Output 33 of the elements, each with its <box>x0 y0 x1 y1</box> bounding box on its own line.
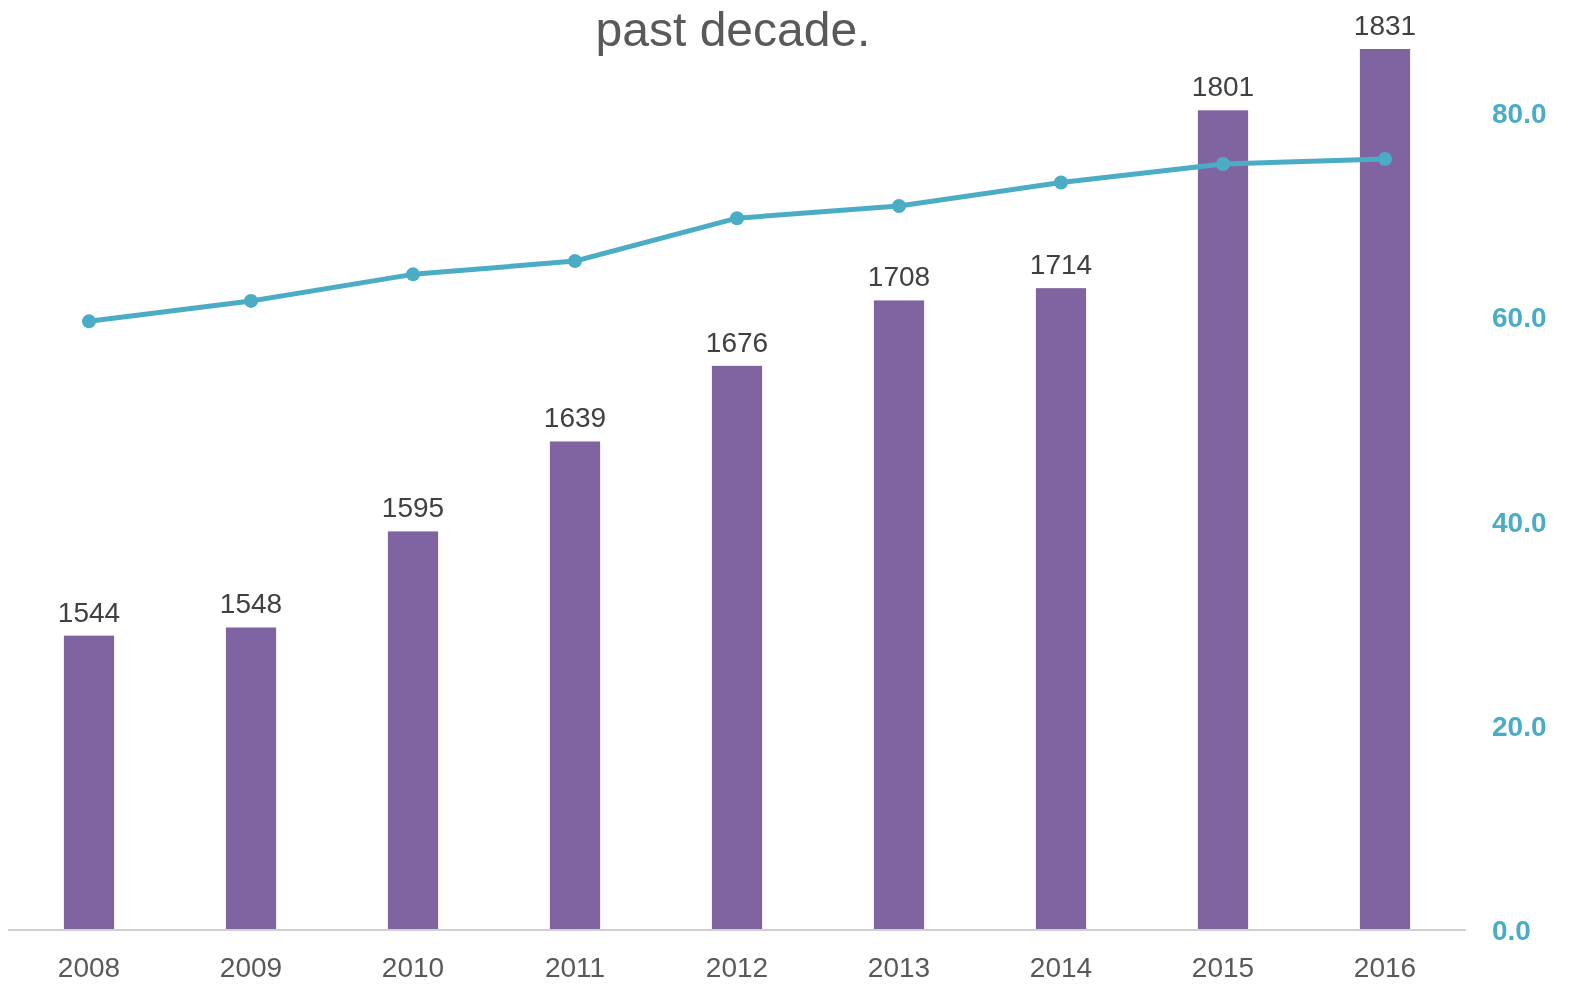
x-tick-label: 2010 <box>381 952 445 983</box>
data-label: 1595 <box>381 492 445 524</box>
point <box>568 254 582 269</box>
point <box>892 198 906 213</box>
point <box>244 293 258 308</box>
y2-tick-label: 20.0 <box>1492 710 1547 742</box>
data-label: 1708 <box>867 261 931 293</box>
x-tick-label: 2013 <box>867 952 931 983</box>
x-tick-label: 2014 <box>1029 952 1093 983</box>
data-label: 1831 <box>1353 10 1417 41</box>
data-label: 1544 <box>57 596 121 628</box>
x-tick-label: 2015 <box>1191 952 1255 983</box>
y2-tick-label: 0.0 <box>1492 915 1531 946</box>
x-tick-label: 2008 <box>57 952 121 983</box>
y2-tick-label: 40.0 <box>1492 506 1547 538</box>
x-tick-label: 2011 <box>544 952 606 983</box>
data-label: 1676 <box>705 326 769 358</box>
data-label: 1714 <box>1029 249 1093 281</box>
data-label: 1639 <box>543 402 607 434</box>
x-tick-label: 2016 <box>1353 952 1417 983</box>
point <box>1216 157 1230 172</box>
point <box>1378 151 1392 166</box>
x-tick-label: 2012 <box>705 952 769 983</box>
y2-tick-label: 80.0 <box>1492 98 1547 129</box>
y2-tick-label: 60.0 <box>1492 302 1547 334</box>
data-label: 1801 <box>1191 71 1255 103</box>
point <box>730 211 744 226</box>
point <box>1054 175 1068 190</box>
x-tick-label: 2009 <box>219 952 283 983</box>
point <box>406 267 420 282</box>
point <box>82 314 96 329</box>
data-label: 1548 <box>219 588 283 620</box>
chart-title: past decade. <box>595 3 871 56</box>
